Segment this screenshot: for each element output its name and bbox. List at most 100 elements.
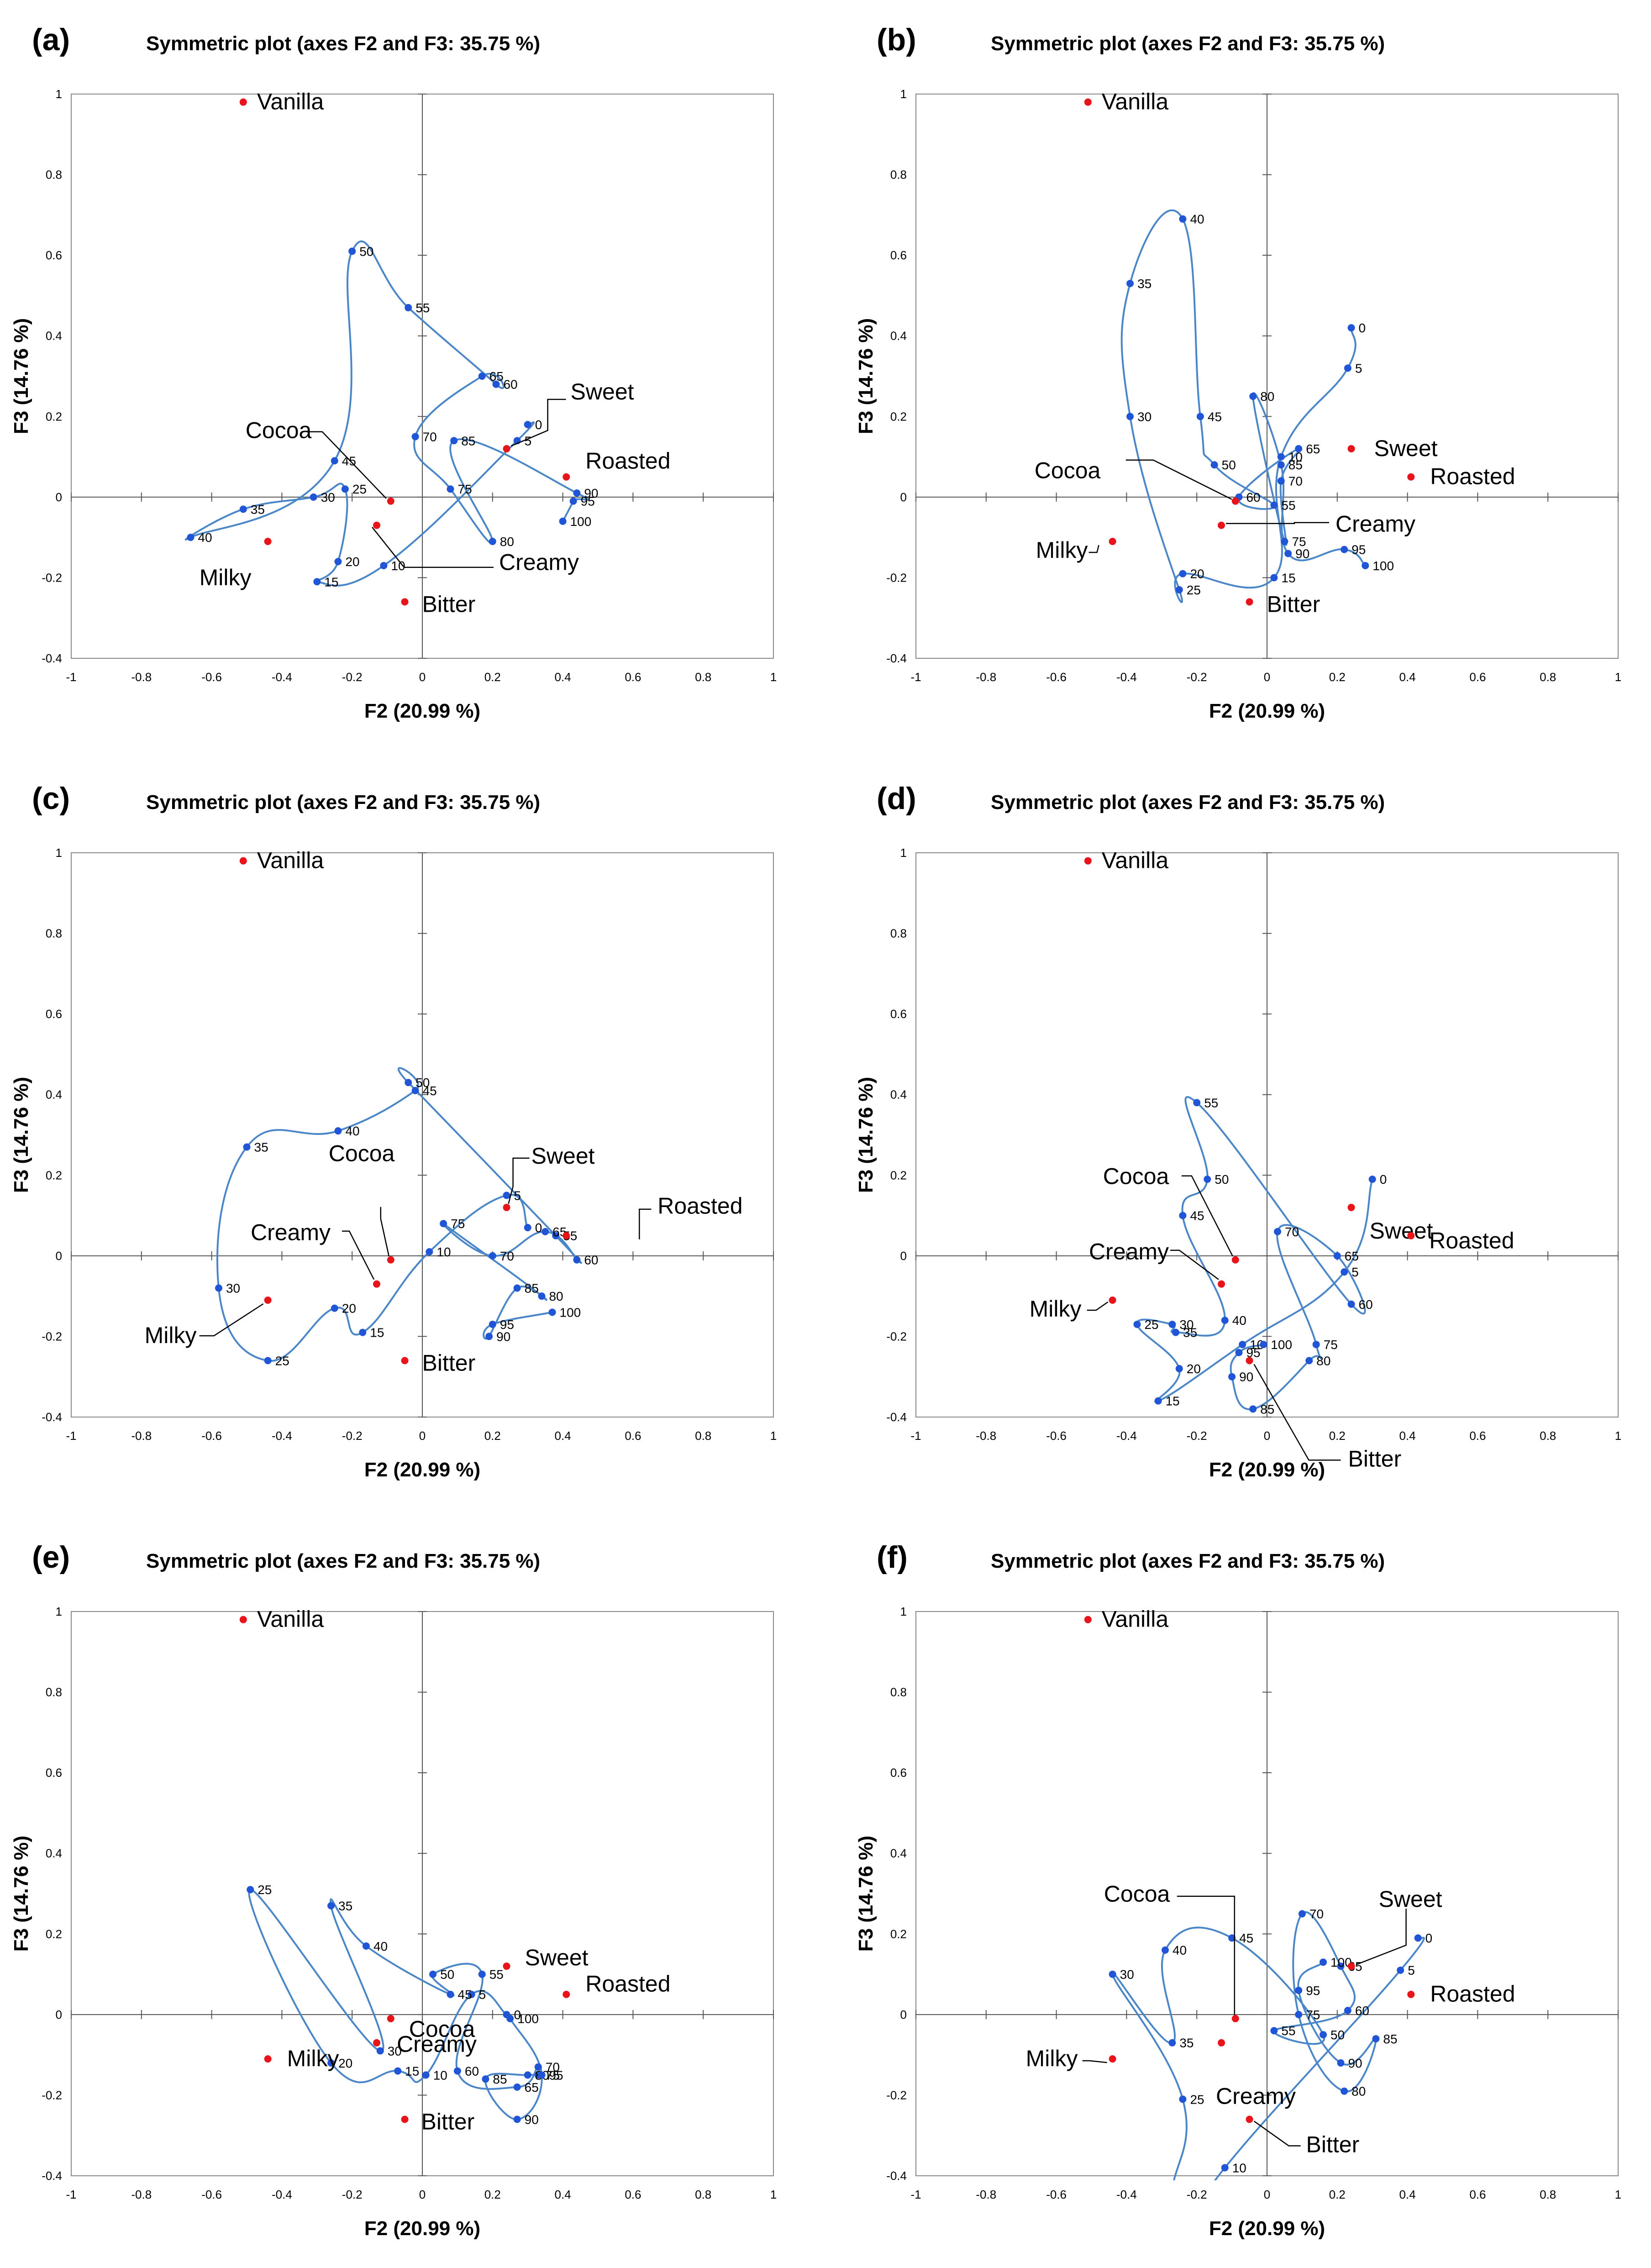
- attribute-label-milky: Milky: [145, 1323, 197, 1348]
- attribute-point-roasted: [1407, 1232, 1415, 1239]
- time-point-label: 35: [1137, 277, 1151, 291]
- attribute-label-cocoa: Cocoa: [329, 1141, 395, 1166]
- time-point-label: 0: [535, 1221, 542, 1235]
- time-point-label: 0: [1380, 1172, 1387, 1186]
- x-tick-label: 0.4: [555, 1429, 571, 1443]
- y-axis-title: F3 (14.76 %): [855, 1836, 877, 1952]
- y-tick-label: -0.2: [42, 2088, 62, 2102]
- chart-title: Symmetric plot (axes F2 and F3: 35.75 %): [991, 1550, 1385, 1572]
- time-point-label: 35: [1183, 1326, 1197, 1340]
- attribute-label-milky: Milky: [1036, 537, 1088, 563]
- time-point: [1320, 1958, 1327, 1966]
- leader-line-milky: [1087, 1301, 1109, 1311]
- time-point-label: 5: [514, 1188, 521, 1202]
- time-point: [538, 2071, 546, 2079]
- time-point-label: 80: [1351, 2084, 1366, 2099]
- time-trajectory-line: [1120, 209, 1366, 604]
- attribute-label-roasted: Roasted: [1430, 1981, 1515, 2007]
- time-point-label: 80: [500, 535, 514, 549]
- time-point-label: 5: [1408, 1963, 1415, 1978]
- time-point-label: 15: [324, 575, 338, 589]
- time-point: [538, 1292, 546, 1300]
- time-point: [1347, 1300, 1355, 1308]
- attribute-label-milky: Milky: [200, 565, 252, 590]
- x-tick-label: -0.4: [1116, 2188, 1137, 2201]
- attribute-point-milky: [264, 537, 272, 545]
- time-point: [559, 517, 567, 525]
- time-point-label: 90: [1239, 1370, 1253, 1384]
- attribute-label-roasted: Roasted: [585, 448, 670, 474]
- time-point: [405, 1079, 412, 1087]
- attribute-point-creamy: [1218, 1280, 1225, 1288]
- time-point: [1295, 445, 1303, 452]
- time-point-label: 70: [423, 430, 437, 444]
- attribute-label-cocoa: Cocoa: [409, 2016, 475, 2042]
- y-axis-title: F3 (14.76 %): [855, 1077, 877, 1193]
- x-tick-label: -0.4: [272, 670, 292, 684]
- attribute-point-creamy: [373, 1280, 381, 1288]
- attribute-point-milky: [1109, 1296, 1116, 1304]
- y-tick-label: 0.6: [890, 1007, 907, 1021]
- time-point-label: 85: [493, 2072, 507, 2086]
- attribute-label-milky: Milky: [287, 2046, 339, 2071]
- y-tick-label: 0.2: [890, 1168, 907, 1182]
- time-point: [341, 485, 349, 493]
- leader-line-bitter: [1253, 1364, 1341, 1461]
- y-tick-label: 1: [56, 87, 62, 101]
- x-tick-label: 0.6: [1469, 2188, 1486, 2201]
- time-point-label: 95: [1351, 543, 1366, 557]
- time-point: [334, 558, 342, 566]
- time-point: [447, 485, 454, 493]
- x-tick-label: 0.8: [1540, 1429, 1556, 1443]
- time-point-label: 60: [1246, 490, 1260, 504]
- time-point: [542, 1228, 549, 1235]
- x-tick-label: 1: [1615, 670, 1621, 684]
- x-tick-label: -0.4: [272, 2188, 292, 2201]
- attribute-point-milky: [1109, 537, 1116, 545]
- time-point-label: 30: [226, 1281, 240, 1295]
- panel-e: (e) Symmetric plot (axes F2 and F3: 35.75…: [10, 1540, 777, 2240]
- attribute-label-bitter: Bitter: [422, 591, 476, 617]
- y-tick-label: 0.6: [890, 1766, 907, 1780]
- attribute-point-vanilla: [1084, 857, 1092, 865]
- time-point-label: 30: [1137, 410, 1151, 424]
- time-point-label: 50: [1215, 1172, 1229, 1186]
- attribute-label-vanilla: Vanilla: [257, 848, 324, 873]
- time-point: [1295, 1986, 1303, 1994]
- time-point: [1347, 324, 1355, 332]
- attribute-label-roasted: Roasted: [1430, 464, 1515, 489]
- time-point: [1337, 1962, 1345, 1970]
- x-tick-label: 0.8: [1540, 2188, 1556, 2201]
- panel-f: (f) Symmetric plot (axes F2 and F3: 35.75…: [855, 1540, 1621, 2240]
- y-tick-label: 0.4: [46, 1088, 62, 1102]
- time-point-label: 95: [500, 1318, 514, 1332]
- attribute-label-sweet: Sweet: [1370, 1218, 1433, 1244]
- x-tick-label: 0.2: [484, 1429, 501, 1443]
- time-point: [489, 1320, 496, 1328]
- time-point-label: 10: [1288, 450, 1303, 464]
- y-tick-label: 0.8: [46, 1685, 62, 1699]
- time-point: [552, 1232, 560, 1239]
- x-tick-label: 0: [419, 2188, 426, 2201]
- attribute-point-sweet: [1347, 1203, 1355, 1211]
- time-point: [1277, 477, 1285, 485]
- plot-area: 0510152025303540455055606570758085909510…: [1109, 1907, 1432, 2180]
- time-point-label: 75: [546, 2068, 560, 2082]
- time-point: [440, 1220, 447, 1228]
- time-point: [569, 497, 577, 505]
- attribute-point-sweet: [1347, 445, 1355, 452]
- time-point-label: 45: [342, 454, 356, 468]
- time-point-label: 50: [415, 1076, 430, 1090]
- time-point-label: 55: [1204, 1096, 1218, 1110]
- y-tick-label: 0: [900, 1249, 907, 1263]
- time-point: [1168, 2039, 1176, 2047]
- x-tick-label: -0.2: [1187, 1429, 1207, 1443]
- time-point: [513, 2116, 521, 2123]
- leader-line-bitter: [1253, 2121, 1301, 2147]
- x-axis-title: F2 (20.99 %): [1209, 700, 1325, 722]
- attribute-point-bitter: [1246, 2116, 1253, 2123]
- attribute-point-cocoa: [1231, 1256, 1239, 1264]
- time-point-label: 65: [525, 2080, 539, 2095]
- x-tick-label: -0.2: [342, 2188, 363, 2201]
- attribute-label-vanilla: Vanilla: [1102, 848, 1169, 873]
